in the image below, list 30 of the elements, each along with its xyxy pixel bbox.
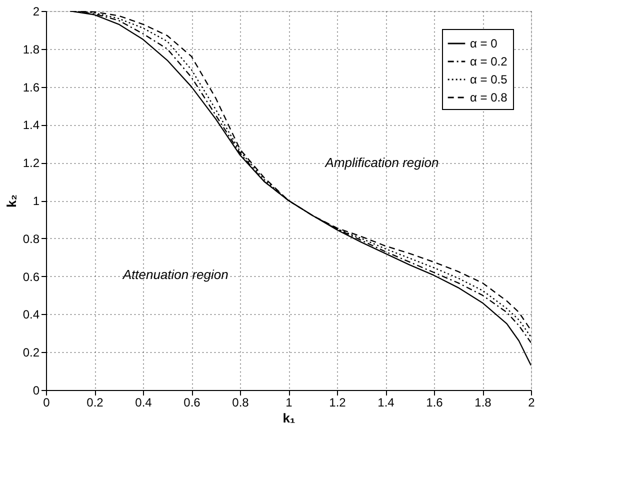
x-tick-label: 0.6	[184, 396, 201, 410]
x-tick-label: 1.4	[378, 396, 395, 410]
x-tick-label: 0	[43, 396, 50, 410]
annotation: Attenuation region	[122, 267, 228, 282]
x-tick-label: 1.6	[426, 396, 444, 410]
legend-label: α = 0.5	[470, 72, 508, 86]
x-tick-label: 2	[528, 396, 536, 410]
x-tick-label: 1.2	[329, 396, 346, 410]
x-axis-title: k₁	[282, 410, 296, 426]
y-tick-label: 2	[32, 4, 40, 18]
y-tick-label: 0.2	[22, 346, 40, 360]
y-tick-label: 1.6	[22, 80, 40, 94]
y-tick-label: 0.4	[22, 308, 40, 322]
y-axis-title: k₂	[4, 194, 19, 208]
y-tick-label: 1.2	[22, 156, 40, 170]
y-tick-label: 0.6	[22, 270, 40, 284]
legend-label: α = 0.2	[470, 54, 508, 68]
annotation: Amplification region	[324, 155, 439, 170]
legend-label: α = 0.8	[470, 90, 508, 104]
x-tick-label: 0.4	[135, 396, 152, 410]
y-tick-label: 1.4	[22, 118, 40, 132]
y-tick-label: 1	[32, 194, 40, 208]
y-tick-label: 0.8	[22, 232, 40, 246]
x-tick-label: 0.8	[232, 396, 250, 410]
y-tick-label: 1.8	[22, 42, 40, 56]
legend-label: α = 0	[470, 36, 498, 50]
x-tick-label: 0.2	[86, 396, 104, 410]
y-tick-label: 0	[32, 384, 40, 398]
x-tick-label: 1.8	[474, 396, 492, 410]
x-tick-label: 1	[286, 396, 293, 410]
